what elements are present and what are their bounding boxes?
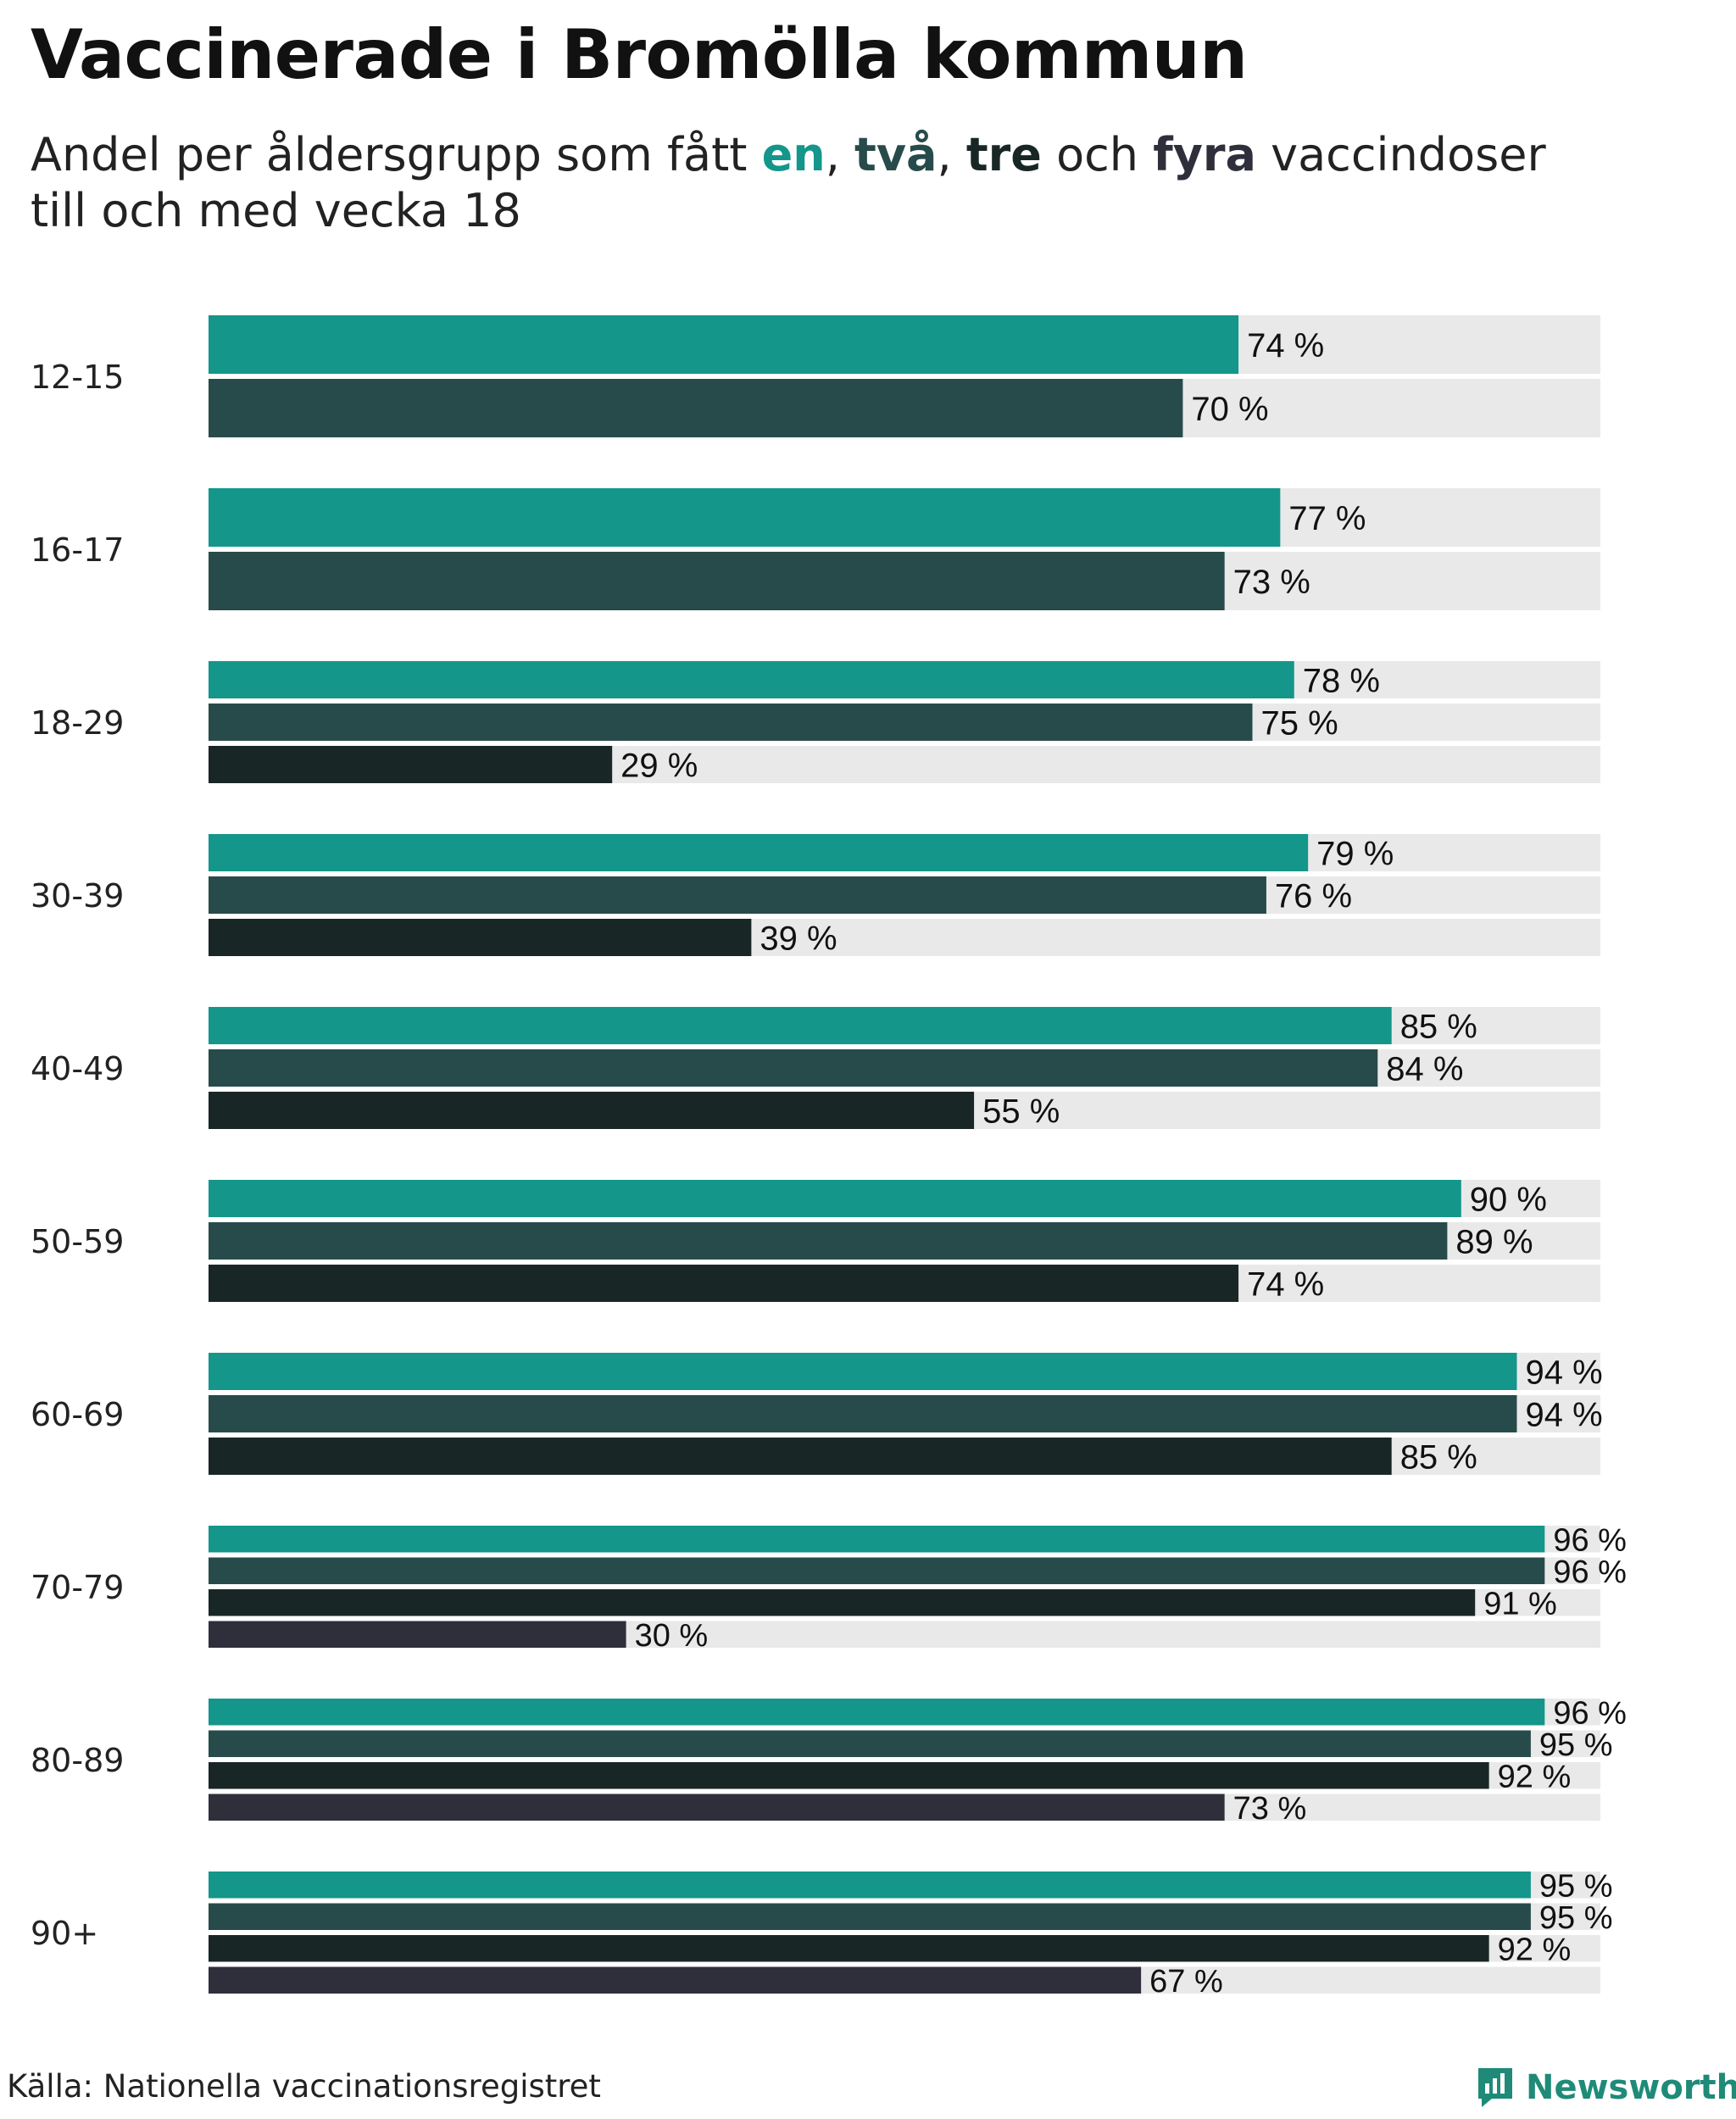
bar-one-dose <box>209 661 1294 698</box>
category-label: 70-79 <box>31 1569 124 1606</box>
bar-value-label: 74 % <box>1247 1265 1324 1303</box>
bar-value-label: 95 % <box>1539 1900 1613 1936</box>
category-label: 80-89 <box>31 1742 124 1779</box>
subtitle-dose-four: fyra <box>1153 128 1256 181</box>
category-label: 16-17 <box>31 531 124 569</box>
bar-one-dose <box>209 1353 1517 1390</box>
bar-value-label: 92 % <box>1498 1759 1572 1794</box>
bar-two-dose <box>209 1222 1448 1260</box>
bar-one-dose <box>209 1180 1461 1217</box>
bar-value-label: 30 % <box>635 1618 709 1654</box>
bar-two-dose <box>209 1049 1378 1087</box>
subtitle-dose-two: två <box>854 128 938 181</box>
bar-value-label: 96 % <box>1553 1695 1627 1731</box>
bar-one-dose <box>209 488 1281 547</box>
subtitle-dose-three: tre <box>965 128 1042 181</box>
age-group-90+: 90+95 %95 %92 %67 % <box>31 1868 1613 1999</box>
bar-one-dose <box>209 834 1309 871</box>
age-group-18-29: 18-29 78 % 75 % 29 % <box>31 661 1600 784</box>
category-label: 40-49 <box>31 1050 124 1087</box>
bar-value-label: 74 % <box>1247 327 1324 364</box>
bar-value-label: 73 % <box>1233 1791 1307 1827</box>
bar-value-label: 92 % <box>1498 1932 1572 1967</box>
bar-one-dose <box>209 1699 1545 1726</box>
bar-two-dose <box>209 1395 1517 1432</box>
age-group-80-89: 80-89 96 %95 %92 % 73 % <box>31 1695 1627 1826</box>
bar-value-label: 94 % <box>1525 1354 1602 1391</box>
bar-value-label: 95 % <box>1539 1727 1613 1763</box>
bar-three-dose <box>209 1092 975 1129</box>
subtitle-dose-one: en <box>761 128 826 181</box>
bar-three-dose <box>209 1762 1489 1789</box>
bar-value-label: 29 % <box>620 747 698 784</box>
bar-two-dose <box>209 1903 1531 1930</box>
age-group-50-59: 50-59 90 % 89 % 74 % <box>31 1180 1600 1303</box>
category-label: 12-15 <box>31 359 124 396</box>
subtitle-prefix: Andel per åldersgrupp som fått <box>31 128 762 181</box>
source-note: Källa: Nationella vaccinationsregistret <box>7 2068 601 2105</box>
bar-two-dose <box>209 1557 1545 1584</box>
subtitle-separator-2: , <box>937 128 966 181</box>
newsworthy-logo-icon <box>1478 2068 1512 2107</box>
category-label: 30-39 <box>31 877 124 915</box>
age-group-16-17: 16-17 77 % 73 % <box>31 488 1600 610</box>
bar-one-dose <box>209 315 1239 374</box>
bar-one-dose <box>209 1872 1531 1899</box>
bar-two-dose <box>209 704 1253 741</box>
subtitle-suffix: vaccindoser <box>1255 128 1546 181</box>
chart-subtitle: Andel per åldersgrupp som fått en, två, … <box>31 127 1546 239</box>
bar-four-dose <box>209 1621 626 1648</box>
bar-value-label: 96 % <box>1553 1554 1627 1590</box>
bar-value-label: 84 % <box>1386 1050 1463 1087</box>
age-group-40-49: 40-49 85 % 84 % 55 % <box>31 1007 1600 1130</box>
bar-value-label: 85 % <box>1400 1008 1477 1045</box>
bar-three-dose <box>209 1438 1392 1475</box>
bar-value-label: 75 % <box>1261 704 1338 742</box>
bar-value-label: 90 % <box>1470 1181 1547 1218</box>
bar-three-dose <box>209 1265 1239 1302</box>
bar-two-dose <box>209 876 1266 914</box>
bar-value-label: 79 % <box>1316 835 1394 872</box>
bar-value-label: 95 % <box>1539 1868 1613 1904</box>
bar-two-dose <box>209 379 1183 437</box>
category-label: 90+ <box>31 1915 98 1952</box>
bar-value-label: 67 % <box>1149 1964 1223 1999</box>
bar-three-dose <box>209 1589 1476 1616</box>
brand-logo: Newsworthy <box>1475 2065 1736 2111</box>
subtitle-separator-3: och <box>1041 128 1154 181</box>
bar-three-dose <box>209 1935 1489 1962</box>
age-group-30-39: 30-39 79 % 76 % 39 % <box>31 834 1600 957</box>
age-group-12-15: 12-15 74 % 70 % <box>31 315 1600 437</box>
bar-value-label: 73 % <box>1233 564 1310 601</box>
bar-three-dose <box>209 746 613 783</box>
bar-chart: 12-15 74 % 70 % 16-17 77 % 73 % 18-29 78 % 75 % 2… <box>31 315 1627 1999</box>
subtitle-line-2: till och med vecka 18 <box>31 184 521 237</box>
subtitle-separator-1: , <box>825 128 855 181</box>
bar-four-dose <box>209 1966 1142 1994</box>
bar-value-label: 78 % <box>1303 662 1380 699</box>
category-label: 60-69 <box>31 1396 124 1433</box>
bar-value-label: 96 % <box>1553 1522 1627 1558</box>
bar-two-dose <box>209 552 1225 610</box>
bar-value-label: 70 % <box>1191 391 1268 428</box>
bar-three-dose <box>209 919 752 956</box>
category-label: 50-59 <box>31 1223 124 1260</box>
bar-one-dose <box>209 1007 1392 1044</box>
category-label: 18-29 <box>31 704 124 742</box>
bar-value-label: 77 % <box>1288 500 1366 537</box>
bar-two-dose <box>209 1730 1531 1757</box>
bar-value-label: 55 % <box>982 1093 1060 1130</box>
bar-value-label: 91 % <box>1483 1586 1557 1621</box>
chart-title: Vaccinerade i Bromölla kommun <box>31 15 1248 94</box>
brand-name: Newsworthy <box>1526 2068 1736 2107</box>
bar-value-label: 76 % <box>1275 877 1352 915</box>
bar-value-label: 94 % <box>1525 1396 1602 1433</box>
bar-four-dose <box>209 1794 1225 1821</box>
bar-value-label: 39 % <box>760 920 837 957</box>
bar-value-label: 89 % <box>1455 1223 1533 1260</box>
age-group-60-69: 60-69 94 % 94 % 85 % <box>31 1353 1603 1476</box>
bar-value-label: 85 % <box>1400 1438 1477 1476</box>
bar-one-dose <box>209 1526 1545 1553</box>
